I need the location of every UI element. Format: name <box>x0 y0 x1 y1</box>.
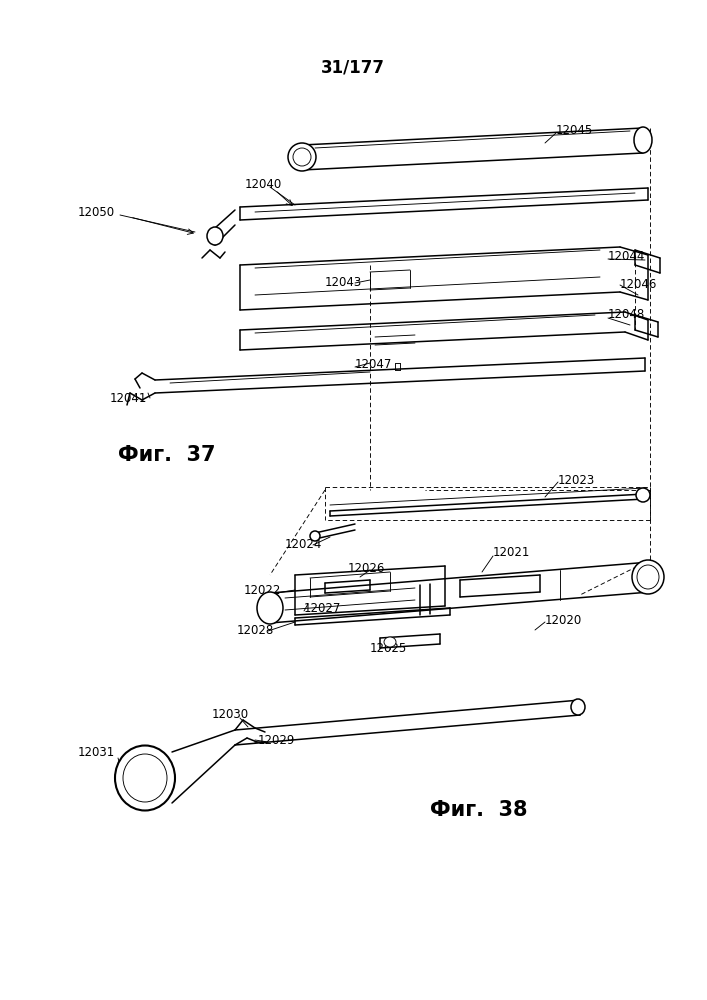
Ellipse shape <box>384 637 396 647</box>
Text: 12027: 12027 <box>304 602 341 615</box>
Text: 12031: 12031 <box>78 746 115 760</box>
Text: 12041: 12041 <box>110 391 147 404</box>
Ellipse shape <box>293 148 311 166</box>
Text: 31/177: 31/177 <box>321 59 385 77</box>
Text: 12026: 12026 <box>348 562 385 574</box>
Text: 12040: 12040 <box>245 178 282 192</box>
Text: 12050: 12050 <box>78 207 115 220</box>
Ellipse shape <box>207 227 223 245</box>
Ellipse shape <box>632 560 664 594</box>
Text: 12028: 12028 <box>237 624 274 638</box>
Text: 12023: 12023 <box>558 474 595 487</box>
Text: Фиг.  38: Фиг. 38 <box>430 800 527 820</box>
Ellipse shape <box>637 565 659 589</box>
Text: 12021: 12021 <box>493 546 530 560</box>
Text: 12030: 12030 <box>212 708 249 722</box>
Ellipse shape <box>288 143 316 171</box>
Text: 12025: 12025 <box>370 643 407 656</box>
Ellipse shape <box>636 488 650 502</box>
Ellipse shape <box>123 754 167 802</box>
Ellipse shape <box>634 127 652 153</box>
Text: 12048: 12048 <box>608 308 645 322</box>
Text: 12020: 12020 <box>545 613 583 626</box>
Ellipse shape <box>257 592 283 624</box>
Text: 12043: 12043 <box>325 276 362 290</box>
Text: 12046: 12046 <box>620 278 658 292</box>
Ellipse shape <box>115 746 175 810</box>
Text: 12022: 12022 <box>244 584 281 597</box>
Text: 12029: 12029 <box>258 734 296 746</box>
Ellipse shape <box>310 531 320 541</box>
Text: 12044: 12044 <box>608 249 645 262</box>
Ellipse shape <box>571 699 585 715</box>
Text: 12024: 12024 <box>285 538 322 552</box>
Text: 12045: 12045 <box>556 123 593 136</box>
Text: 12047: 12047 <box>355 359 392 371</box>
Text: Фиг.  37: Фиг. 37 <box>118 445 216 465</box>
